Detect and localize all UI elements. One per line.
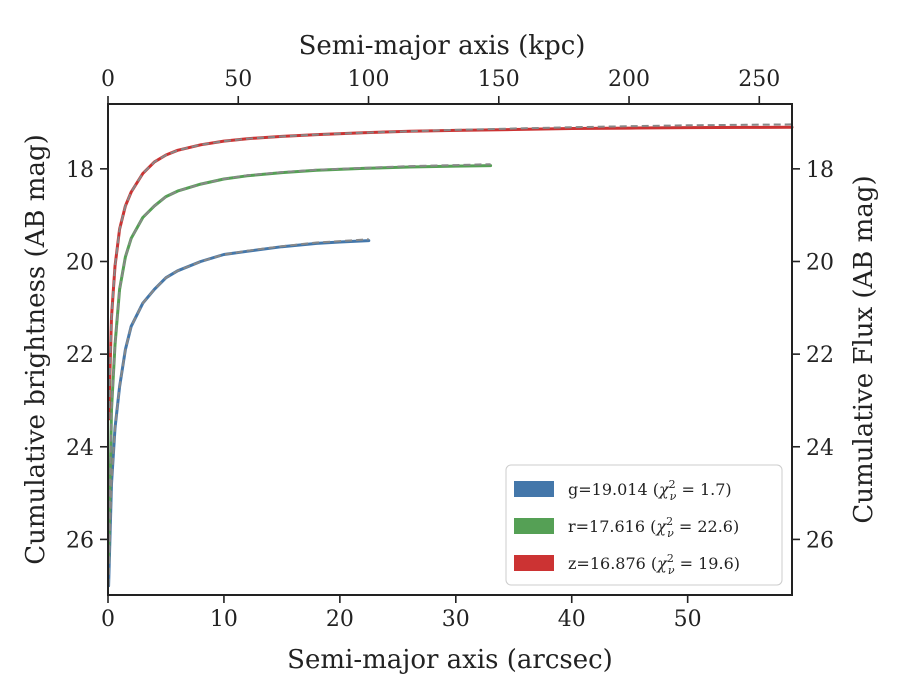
x-tick-label-top: 200: [608, 67, 650, 92]
legend-chi-value-z: 19.6: [698, 554, 734, 573]
y-tick-label-right: 22: [806, 343, 834, 368]
series-line-g: [107, 239, 371, 588]
series-line-z: [107, 125, 794, 421]
legend-label-r: r=17.616 (χ2 ν = 22.6): [568, 515, 739, 540]
y-tick-label-right: 24: [806, 436, 834, 461]
model-line-z: [107, 123, 793, 420]
x-axis-label-bottom: Semi-major axis (arcsec): [287, 645, 613, 675]
x-tick-label-bottom: 30: [442, 607, 470, 632]
legend-band-g: g=19.014: [568, 480, 648, 499]
y-tick-label-left: 22: [66, 343, 94, 368]
y-tick-label-left: 18: [66, 158, 94, 183]
model-line-g: [107, 238, 369, 586]
legend-swatch-g: [514, 481, 554, 497]
legend-swatch-r: [514, 518, 554, 534]
y-tick-label-right: 26: [806, 528, 834, 553]
legend-box: [505, 464, 783, 586]
x-axis-label-top: Semi-major axis (kpc): [299, 31, 586, 61]
x-tick-label-top: 250: [738, 67, 780, 92]
x-tick-label-bottom: 40: [558, 607, 586, 632]
y-tick-label-right: 20: [806, 250, 834, 275]
legend-chi-value-r: 22.6: [697, 517, 733, 536]
legend: g=19.014 (χ2 ν = 1.7) r=17.616 (χ2 ν = 22.6…: [505, 464, 783, 586]
legend-chi-value-g: 1.7: [700, 480, 725, 499]
x-tick-label-top: 0: [101, 67, 115, 92]
legend-label-z: z=16.876 (χ2 ν = 19.6): [568, 552, 740, 577]
axes-layer: 0 10 20 30 40 50 0 50 100 150 200 250 18 18 20 20 22 22 24…: [66, 67, 834, 632]
x-tick-label-top: 50: [224, 67, 252, 92]
curves-layer: [107, 123, 794, 588]
y-tick-label-left: 20: [66, 250, 94, 275]
x-tick-label-bottom: 50: [674, 607, 702, 632]
model-line-r: [107, 163, 491, 563]
y-axis-label-left: Cumulative brightness (AB mag): [21, 134, 51, 565]
x-tick-label-top: 100: [348, 67, 390, 92]
y-tick-label-left: 24: [66, 436, 94, 461]
y-tick-label-right: 18: [806, 158, 834, 183]
legend-band-z: z=16.876: [568, 554, 646, 573]
x-tick-label-top: 150: [478, 67, 520, 92]
x-tick-label-bottom: 0: [101, 607, 115, 632]
y-tick-label-left: 26: [66, 528, 94, 553]
series-line-r: [107, 164, 493, 565]
x-tick-label-bottom: 20: [326, 607, 354, 632]
y-axis-label-right: Cumulative Flux (AB mag): [849, 175, 879, 523]
x-tick-label-bottom: 10: [210, 607, 238, 632]
legend-swatch-z: [514, 555, 554, 571]
legend-label-g: g=19.014 (χ2 ν = 1.7): [568, 478, 732, 503]
plot-frame: [107, 103, 793, 596]
legend-band-r: r=17.616: [568, 517, 645, 536]
